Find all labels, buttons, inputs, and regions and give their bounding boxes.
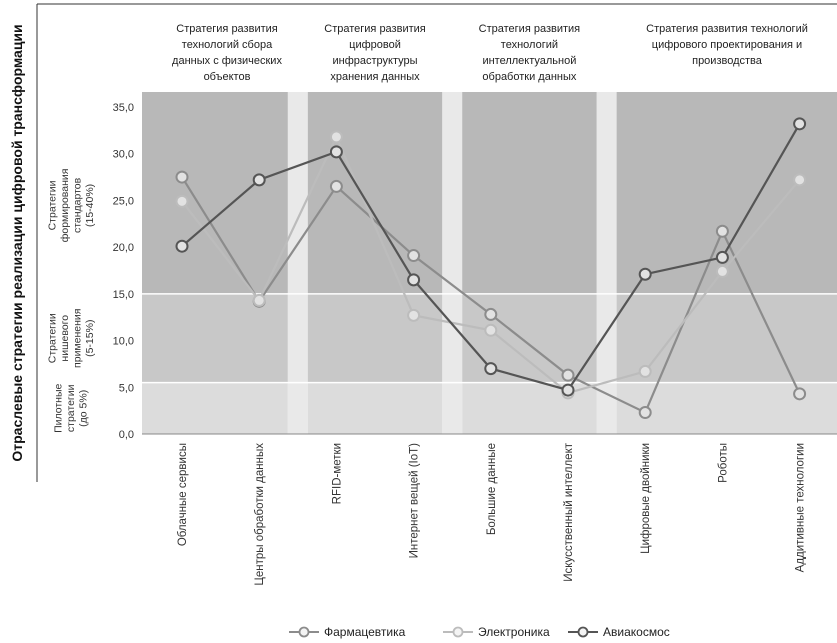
y-tick-label: 10,0 bbox=[113, 336, 134, 348]
x-tick-label: Центры обработки данных bbox=[254, 443, 266, 586]
band-1-group-3 bbox=[616, 293, 837, 383]
group-label-line: Стратегия развития bbox=[479, 23, 581, 35]
y-tick-label: 5,0 bbox=[119, 382, 134, 394]
group-label-line: обработки данных bbox=[482, 71, 576, 83]
legend-item: Фармацевтика bbox=[289, 625, 406, 639]
group-label-line: инфраструктуры bbox=[332, 55, 417, 67]
group-label-line: производства bbox=[692, 55, 763, 67]
group-label-line: хранения данных bbox=[330, 71, 420, 83]
data-point bbox=[252, 293, 266, 307]
y-tick-label: 35,0 bbox=[113, 102, 134, 114]
data-point bbox=[715, 264, 729, 278]
data-point bbox=[252, 173, 266, 187]
band-top-group-0 bbox=[142, 92, 288, 107]
band-label-2: Стратегии формирования стандартов (15-40%) bbox=[46, 169, 96, 243]
data-point bbox=[175, 239, 189, 253]
band-2-group-0 bbox=[142, 107, 288, 294]
data-point bbox=[484, 362, 498, 376]
band-label-line: нишевого bbox=[59, 315, 71, 362]
x-tick-label: RFID-метки bbox=[331, 443, 343, 504]
data-point bbox=[175, 170, 189, 184]
y-tick-label: 15,0 bbox=[113, 289, 134, 301]
x-tick-label: Искусственный интеллект bbox=[563, 442, 575, 581]
band-label-1: Стратегии нишевого применения (5-15%) bbox=[46, 309, 96, 368]
data-point bbox=[561, 383, 575, 397]
x-tick-label: Большие данные bbox=[486, 443, 498, 535]
group-label-line: объектов bbox=[204, 71, 251, 83]
band-label-line: (15-40%) bbox=[84, 184, 96, 227]
group-gap bbox=[596, 92, 617, 434]
group-label-line: интеллектуальной bbox=[482, 55, 576, 67]
band-2-group-3 bbox=[616, 107, 837, 294]
legend-marker bbox=[298, 626, 310, 638]
data-point bbox=[407, 273, 421, 287]
band-1-group-0 bbox=[142, 293, 288, 383]
data-point bbox=[407, 249, 421, 263]
data-point bbox=[793, 173, 807, 187]
band-top-group-1 bbox=[307, 92, 443, 107]
x-tick-label: Аддитивные технологии bbox=[795, 443, 807, 572]
band-label-line: (5-15%) bbox=[84, 320, 96, 357]
band-label-line: формирования bbox=[59, 169, 71, 243]
group-label-line: Стратегия развития bbox=[324, 23, 426, 35]
data-point bbox=[561, 368, 575, 382]
band-label-0: Пилотные стратегии (до 5%) bbox=[53, 384, 90, 433]
data-point bbox=[638, 267, 652, 281]
band-top-group-3 bbox=[616, 92, 837, 107]
group-label-line: технологий сбора bbox=[182, 39, 273, 51]
band-label-line: стандартов bbox=[71, 177, 83, 233]
group-gap bbox=[287, 92, 308, 434]
data-point bbox=[715, 250, 729, 264]
group-label-line: цифровой bbox=[349, 39, 401, 51]
legend-marker bbox=[577, 626, 589, 638]
y-tick-label: 25,0 bbox=[113, 195, 134, 207]
band-2-group-2 bbox=[462, 107, 597, 294]
data-point bbox=[638, 364, 652, 378]
band-0-group-0 bbox=[142, 382, 288, 434]
band-1-group-1 bbox=[307, 293, 443, 383]
band-0-group-1 bbox=[307, 382, 443, 434]
legend-item: Авиакосмос bbox=[568, 625, 670, 639]
group-label-line: данных с физических bbox=[172, 55, 282, 67]
legend-marker bbox=[452, 626, 464, 638]
legend-label: Авиакосмос bbox=[603, 625, 670, 639]
data-point bbox=[484, 307, 498, 321]
chart-vertical-title: Отраслевые стратегии реализации цифровой… bbox=[9, 24, 25, 461]
band-label-line: Стратегии bbox=[46, 180, 58, 230]
y-tick-label: 30,0 bbox=[113, 149, 134, 161]
data-point bbox=[793, 117, 807, 131]
data-point bbox=[715, 224, 729, 238]
x-tick-label: Облачные сервисы bbox=[177, 443, 189, 546]
y-tick-label: 0,0 bbox=[119, 429, 134, 441]
legend-label: Электроника bbox=[478, 625, 550, 639]
band-label-line: стратегии bbox=[65, 384, 77, 432]
data-point bbox=[329, 130, 343, 144]
legend-label: Фармацевтика bbox=[324, 625, 406, 639]
data-point bbox=[793, 387, 807, 401]
data-point bbox=[329, 179, 343, 193]
group-label-line: Стратегия развития bbox=[176, 23, 278, 35]
data-point bbox=[175, 194, 189, 208]
band-label-line: применения bbox=[71, 309, 83, 368]
band-label-line: (до 5%) bbox=[78, 390, 90, 427]
data-point bbox=[484, 323, 498, 337]
x-tick-label: Цифровые двойники bbox=[640, 443, 652, 554]
x-tick-label: Роботы bbox=[717, 443, 729, 483]
group-gap bbox=[442, 92, 463, 434]
data-point bbox=[329, 145, 343, 159]
band-label-line: Стратегии bbox=[46, 313, 58, 363]
group-label-line: цифрового проектирования и bbox=[652, 39, 802, 51]
group-label-line: технологий bbox=[501, 39, 558, 51]
legend-item: Электроника bbox=[443, 625, 550, 639]
data-point bbox=[407, 308, 421, 322]
band-label-line: Пилотные bbox=[53, 384, 65, 433]
x-tick-label: Интернет вещей (IoT) bbox=[409, 443, 421, 559]
group-label-line: Стратегия развития технологий bbox=[646, 23, 808, 35]
y-tick-label: 20,0 bbox=[113, 242, 134, 254]
data-point bbox=[638, 406, 652, 420]
band-top-group-2 bbox=[462, 92, 597, 107]
